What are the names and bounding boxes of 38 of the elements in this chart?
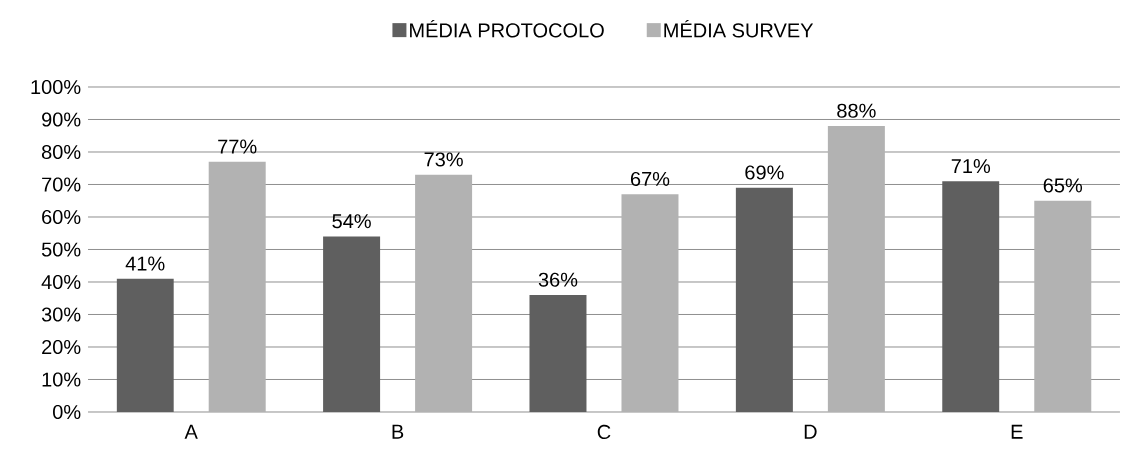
bar [116,278,174,412]
y-tick-label: 50% [41,242,81,257]
data-label: 67% [630,171,670,187]
bar [323,236,381,412]
bar [415,174,473,412]
bar [827,126,885,412]
legend-label: MÉDIA SURVEY [664,19,814,38]
x-tick-label: C [597,424,611,440]
y-tick-label: 0% [53,404,81,420]
y-tick-label: 60% [42,209,81,225]
x-tick-label: A [184,424,198,439]
x-tick-label: D [804,424,817,439]
bar [1034,200,1092,412]
legend-label: MÉDIA PROTOCOLO [410,19,604,38]
y-tick-label: 30% [41,307,81,322]
data-label: 65% [1043,178,1083,193]
data-label: 69% [745,165,784,180]
x-tick-label: B [392,424,404,439]
y-tick-label: 90% [42,112,81,127]
y-tick-label: 80% [41,144,81,160]
data-label: 73% [424,152,463,167]
data-label: 77% [218,139,257,154]
y-tick-label: 100% [31,79,81,95]
y-tick-label: 40% [41,274,81,290]
bar [529,295,587,412]
bar [735,187,793,412]
y-tick-label: 10% [42,372,81,387]
bar [942,181,1000,412]
data-label: 41% [125,256,165,271]
data-label: 71% [951,159,991,174]
y-tick-label: 20% [42,339,81,355]
bar [621,194,679,412]
data-label: 36% [538,272,578,287]
y-tick-label: 70% [42,177,81,192]
x-tick-label: E [1011,424,1023,439]
data-label: 88% [837,103,876,118]
data-label: 54% [332,214,371,229]
bar [208,161,266,412]
